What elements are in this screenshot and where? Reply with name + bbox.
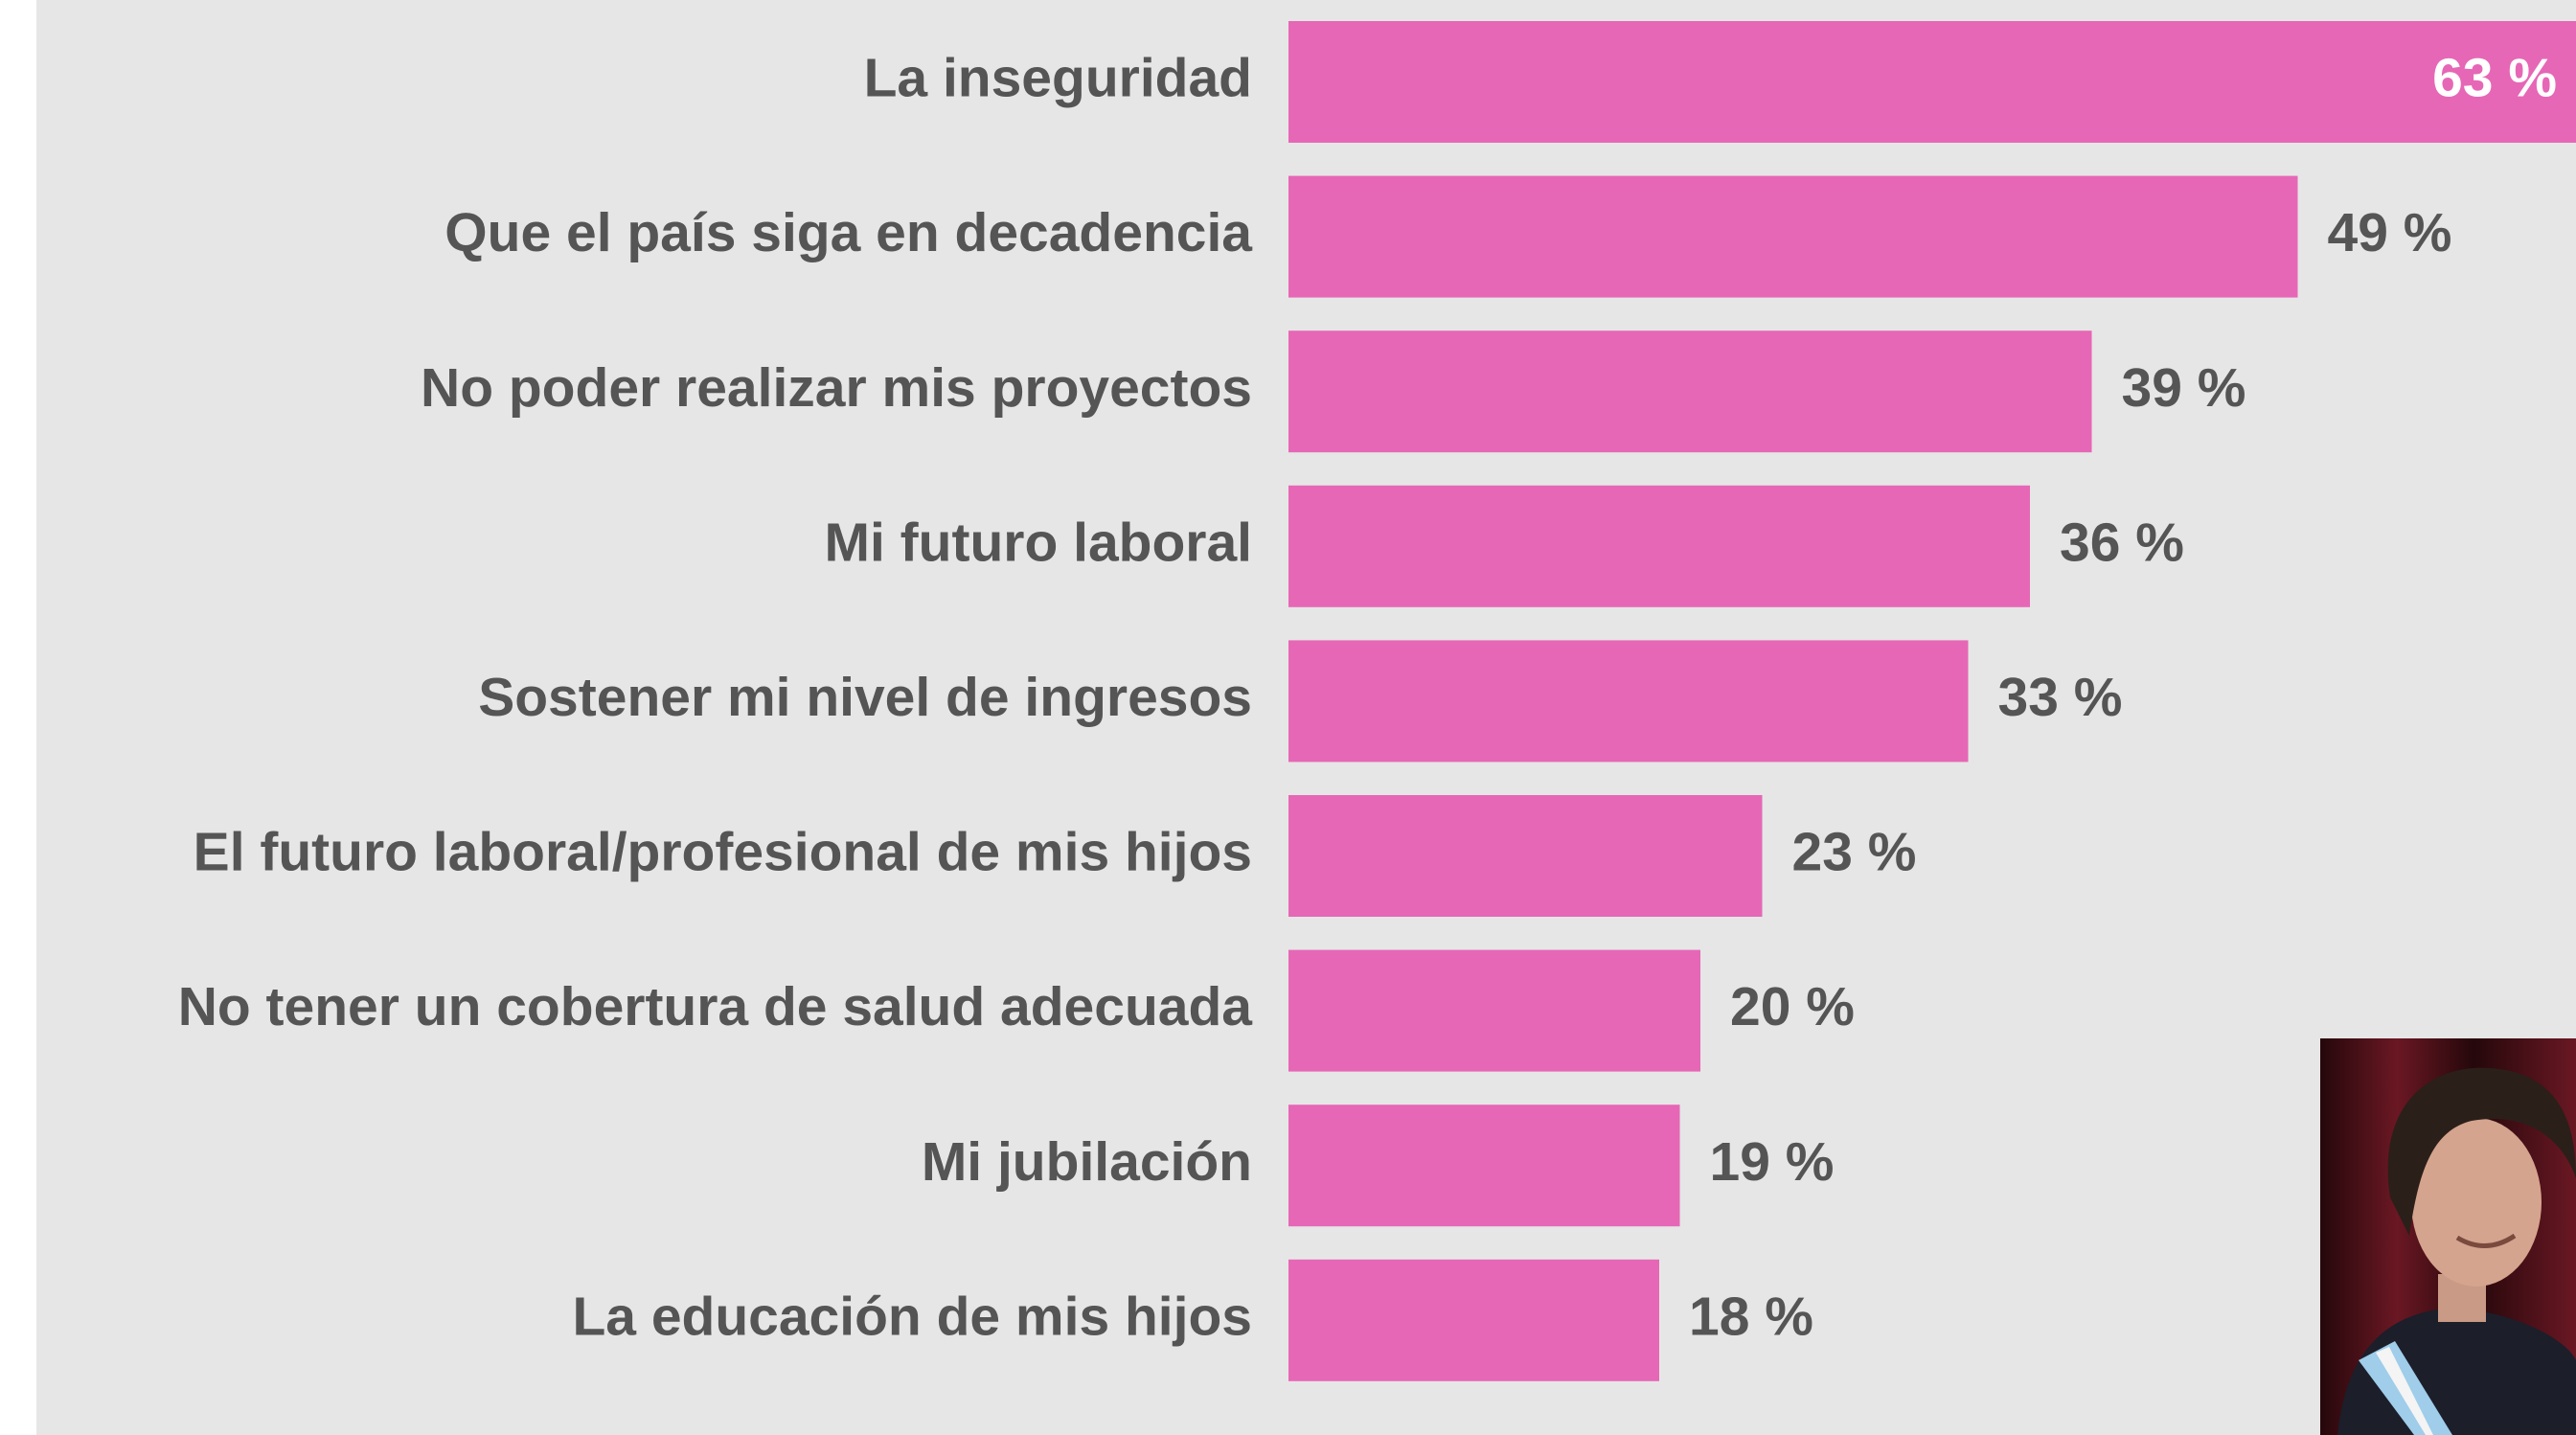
category-label: La inseguridad	[864, 48, 1252, 109]
chart: La inseguridad 63 % Que el país siga en de…	[0, 0, 2576, 1435]
bar	[1288, 21, 2576, 143]
category-label: Mi futuro laboral	[825, 512, 1252, 573]
value-label: 23 %	[1792, 822, 1917, 883]
bar	[1288, 795, 1763, 917]
value-label: 20 %	[1730, 976, 1855, 1037]
bar	[1288, 1105, 1680, 1226]
value-label: 63 %	[2432, 48, 2557, 109]
bar	[1288, 640, 1969, 762]
bar	[1288, 1260, 1659, 1381]
page: {"chart_data": {"type": "bar", "categori…	[0, 0, 2576, 1435]
value-label: 33 %	[1998, 667, 2123, 728]
category-label: No poder realizar mis proyectos	[421, 357, 1252, 419]
value-label: 49 %	[2328, 202, 2452, 263]
value-label: 19 %	[1710, 1131, 1835, 1193]
bar	[1288, 176, 2298, 298]
value-label: 36 %	[2060, 512, 2184, 573]
category-label: Sostener mi nivel de ingresos	[478, 667, 1252, 728]
bar	[1288, 950, 1700, 1072]
category-label: Que el país siga en decadencia	[445, 202, 1253, 263]
bar	[1288, 330, 2092, 452]
photo	[2320, 1038, 2576, 1435]
category-label: La educación de mis hijos	[572, 1286, 1252, 1347]
category-label: El futuro laboral/profesional de mis hij…	[194, 822, 1252, 883]
bar	[1288, 486, 2030, 607]
category-label: Mi jubilación	[922, 1131, 1252, 1193]
value-label: 18 %	[1689, 1286, 1813, 1347]
value-label: 39 %	[2122, 357, 2246, 419]
category-label: No tener un cobertura de salud adecuada	[178, 976, 1254, 1037]
